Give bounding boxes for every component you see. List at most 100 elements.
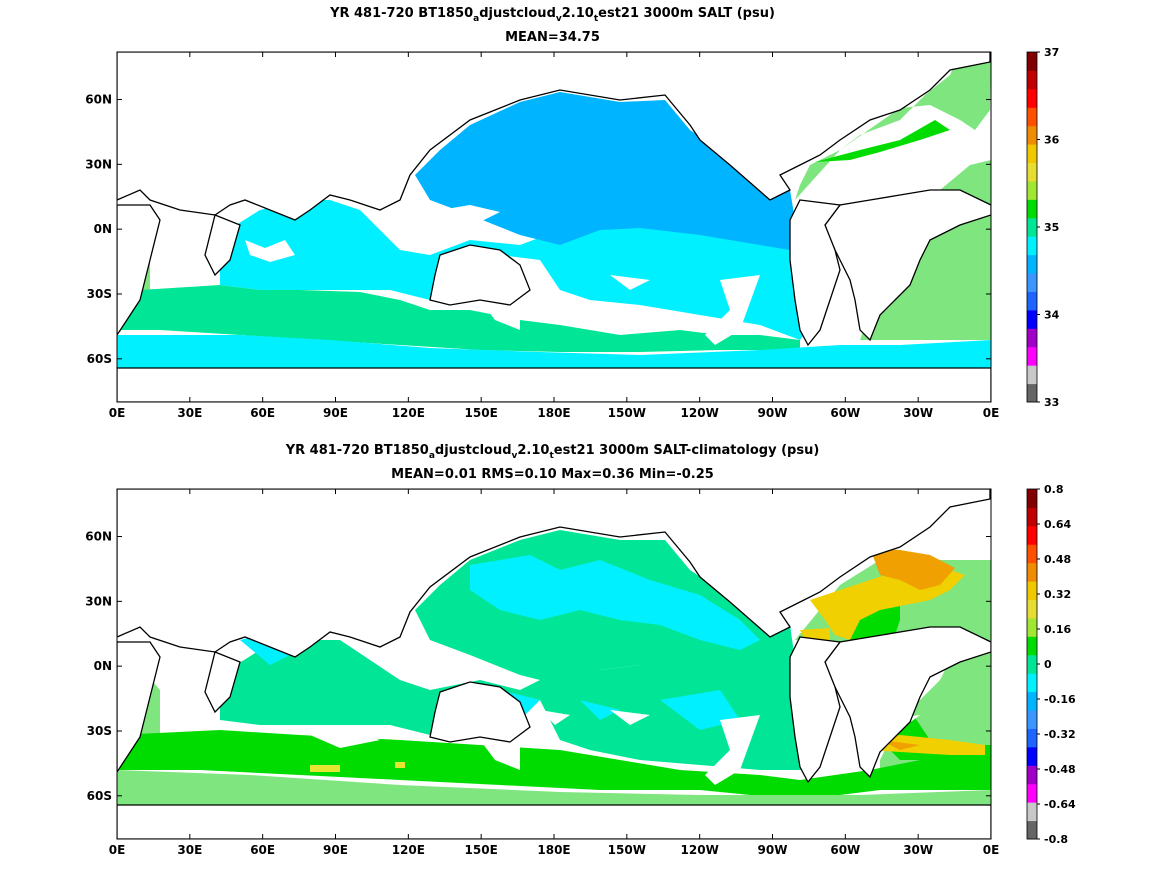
colorbar-swatch <box>1027 562 1037 582</box>
colorbar-swatch <box>1027 617 1037 637</box>
colorbar-swatch <box>1027 673 1037 693</box>
region-pacific-indian-2 <box>220 640 810 770</box>
x-tick-label: 30E <box>177 843 202 857</box>
colorbar-label: 0.48 <box>1044 553 1071 566</box>
colorbar-swatch <box>1027 654 1037 674</box>
x-tick-label: 180E <box>537 406 570 420</box>
continents-panel-1 <box>117 52 991 402</box>
colorbar-label: -0.16 <box>1044 693 1076 706</box>
colorbar-swatch <box>1027 88 1037 108</box>
colorbar-swatch <box>1027 291 1037 311</box>
y-tick-label: 60N <box>85 530 112 544</box>
colorbar-swatch <box>1027 273 1037 292</box>
colorbar-swatch <box>1027 162 1037 182</box>
y-tick-label: 30S <box>87 724 112 738</box>
x-tick-label: 0E <box>983 406 1000 420</box>
colorbar-swatch <box>1027 309 1037 329</box>
colorbar-swatch <box>1027 802 1037 822</box>
colorbar-swatch <box>1027 507 1037 527</box>
colorbar-label: 0.8 <box>1044 483 1064 496</box>
y-tick-label: 60N <box>85 93 112 107</box>
colorbar-label: 0.16 <box>1044 623 1071 636</box>
colorbar-label: -0.48 <box>1044 763 1076 776</box>
x-tick-label: 90E <box>323 843 348 857</box>
panel-1-stats: MEAN=34.75 <box>505 30 600 45</box>
region-north-atlantic-yellow-2 <box>800 560 985 755</box>
colorbar-swatch <box>1027 199 1037 219</box>
x-tick-label: 30E <box>177 406 202 420</box>
x-tick-label: 120E <box>392 406 425 420</box>
y-tick-label: 60S <box>87 789 112 803</box>
region-north-atlantic-green-2 <box>815 585 991 760</box>
x-tick-label: 60W <box>830 843 860 857</box>
colorbar-swatch <box>1027 489 1037 508</box>
y-tick-label: 30S <box>87 287 112 301</box>
panel-2-stats: MEAN=0.01 RMS=0.10 Max=0.36 Min=-0.25 <box>391 467 714 482</box>
axes-layer: 0E 30E 60E 90E 120E 150E 180E 150W 120W 90W 60W 30W… <box>85 52 999 857</box>
colorbar-label: 35 <box>1044 221 1059 234</box>
region-indian-south-pacific <box>220 200 815 340</box>
ridge-gaps <box>245 205 900 345</box>
colorbar-swatch <box>1027 365 1037 385</box>
colorbar-swatch <box>1027 581 1037 601</box>
x-tick-label: 120W <box>681 406 719 420</box>
region-southern-light-2 <box>117 770 991 805</box>
colorbar-swatch <box>1027 180 1037 200</box>
colorbar-swatch <box>1027 746 1037 766</box>
colorbar-label: 33 <box>1044 396 1059 409</box>
x-tick-label: 150E <box>465 406 498 420</box>
x-tick-label: 150E <box>465 843 498 857</box>
region-southern-band-2 <box>117 730 991 800</box>
colorbar-swatch <box>1027 52 1037 71</box>
x-tick-label: 120W <box>681 843 719 857</box>
colorbar-swatch <box>1027 820 1037 840</box>
colorbar-label: -0.8 <box>1044 833 1068 846</box>
colorbar-swatch <box>1027 691 1037 711</box>
panel-2-title: YR 481-720 BT1850adjustcloudv2.10test21 … <box>285 443 820 461</box>
region-south-band <box>117 285 800 352</box>
x-tick-label: 180E <box>537 843 570 857</box>
colorbar-label: 0.64 <box>1044 518 1071 531</box>
colorbar-swatch <box>1027 783 1037 803</box>
y-tick-label: 60S <box>87 352 112 366</box>
colorbar-swatch <box>1027 236 1037 256</box>
colorbar-swatch <box>1027 125 1037 145</box>
region-cyan-patches-2 <box>240 555 760 730</box>
y-tick-label: 0N <box>94 222 112 236</box>
colorbar-swatch <box>1027 765 1037 785</box>
colorbar-label: 34 <box>1044 309 1060 322</box>
x-tick-label: 90W <box>758 406 788 420</box>
colorbar-swatch <box>1027 544 1037 564</box>
x-tick-label: 30W <box>903 843 933 857</box>
colorbar-swatch <box>1027 525 1037 545</box>
y-tick-label: 30N <box>85 594 112 608</box>
colorbar-label: -0.64 <box>1044 798 1076 811</box>
region-yellow-stripe-2 <box>310 762 405 772</box>
colorbar-label: 0 <box>1044 658 1052 671</box>
colorbar-swatch <box>1027 710 1037 729</box>
colorbar-swatch <box>1027 70 1037 90</box>
region-north-atlantic <box>815 120 950 162</box>
colorbar-swatch <box>1027 107 1037 127</box>
x-tick-label: 30W <box>903 406 933 420</box>
x-tick-label: 60E <box>250 843 275 857</box>
region-north-pacific <box>415 92 795 250</box>
x-tick-label: 150W <box>608 843 646 857</box>
colorbar-label: 0.32 <box>1044 588 1071 601</box>
map-panel-2 <box>117 489 991 839</box>
colorbar-layer: 37 36 35 34 33 0.8 0.64 0.48 0.32 0.16 0 -0.16 -0.32… <box>1026 46 1076 846</box>
x-tick-label: 60W <box>830 406 860 420</box>
continents-panel-2 <box>117 489 991 839</box>
colorbar-swatch <box>1027 636 1037 656</box>
x-tick-label: 0E <box>983 843 1000 857</box>
x-tick-label: 90W <box>758 843 788 857</box>
colorbar-label: -0.32 <box>1044 728 1076 741</box>
colorbar-swatch <box>1027 144 1037 164</box>
region-southern-ocean <box>117 335 991 368</box>
colorbar-swatch <box>1027 383 1037 403</box>
x-tick-label: 120E <box>392 843 425 857</box>
x-tick-label: 90E <box>323 406 348 420</box>
x-tick-label: 150W <box>608 406 646 420</box>
colorbar-label: 36 <box>1044 134 1060 147</box>
